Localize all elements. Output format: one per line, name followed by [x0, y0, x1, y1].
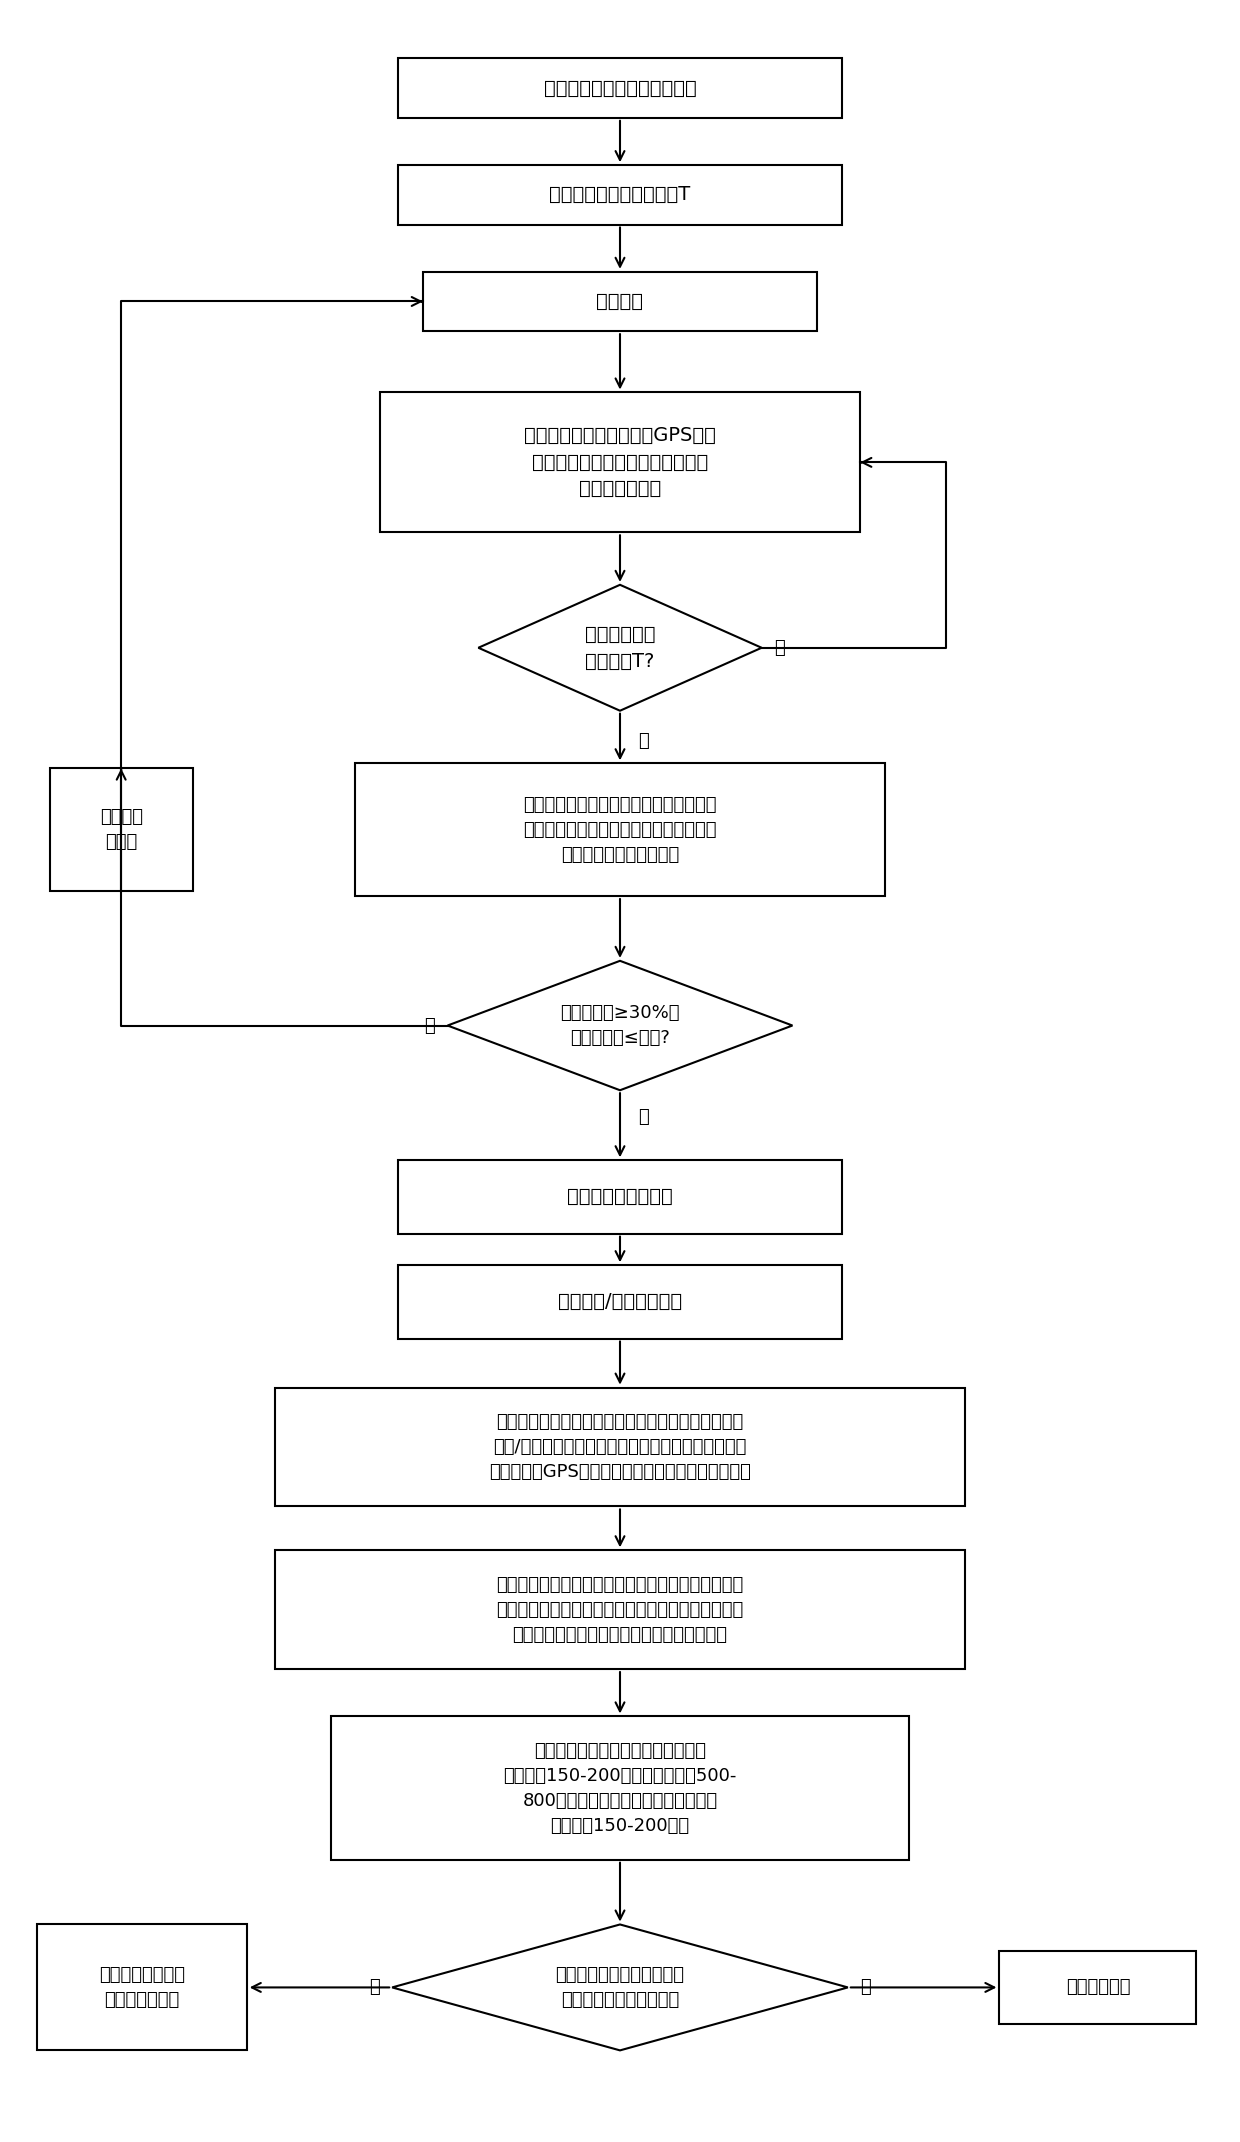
Text: 否: 否 [861, 1979, 870, 1996]
Bar [398, 165, 842, 225]
Text: 车辆是否在交通预警位置下
游，且与车流方向相同？: 车辆是否在交通预警位置下 游，且与车流方向相同？ [556, 1966, 684, 2009]
Bar [37, 1924, 247, 2050]
Text: 忽略预警信息: 忽略预警信息 [1065, 1979, 1130, 1996]
Text: 确定路侧单元、地磁安装位置: 确定路侧单元、地磁安装位置 [543, 79, 697, 99]
Bar [398, 1161, 842, 1234]
Polygon shape [392, 1924, 848, 2050]
Text: 否: 否 [424, 1017, 435, 1035]
Polygon shape [448, 962, 792, 1090]
Text: 设定交通信息采集的周期T: 设定交通信息采集的周期T [549, 186, 691, 203]
Bar [331, 1716, 909, 1859]
Bar [999, 1951, 1197, 2024]
Bar [355, 763, 885, 895]
Bar [398, 1266, 842, 1339]
Text: 计算消散/积聚临界车速: 计算消散/积聚临界车速 [558, 1292, 682, 1311]
Polygon shape [479, 585, 761, 711]
Text: 开始计时: 开始计时 [596, 291, 644, 311]
Bar [275, 1388, 965, 1506]
Text: 平均占有率≥30%，
且平均车速≤阈值?: 平均占有率≥30%， 且平均车速≤阈值? [560, 1005, 680, 1047]
Bar [398, 58, 842, 118]
Text: 将地磁采集的占有率进行平均，得到平均
占有率；将路侧单元和地磁采集的车速，
进行平均，得到平均车速: 将地磁采集的占有率进行平均，得到平均 占有率；将路侧单元和地磁采集的车速， 进行… [523, 795, 717, 863]
Text: 分析路侧单元采集到的车速数据，确定车速大于等于
消散/积聚临界车速，且离路侧单元最近的车辆；根据
这些车辆的GPS位置信息，确定其所在道路断面位置: 分析路侧单元采集到的车速数据，确定车速大于等于 消散/积聚临界车速，且离路侧单元… [489, 1414, 751, 1480]
Text: 开始新计
时周期: 开始新计 时周期 [99, 808, 143, 850]
Text: 车载单元上传车辆速度、GPS位置
信息至路侧单元；地磁采集车道占
有率、车速信息: 车载单元上传车辆速度、GPS位置 信息至路侧单元；地磁采集车道占 有率、车速信息 [525, 426, 715, 499]
Text: 判断有交通事件发生: 判断有交通事件发生 [567, 1187, 673, 1206]
Text: 累计时长是否
大于等于T?: 累计时长是否 大于等于T? [585, 625, 655, 670]
Text: 是: 是 [370, 1979, 379, 1996]
Bar [275, 1551, 965, 1669]
Bar [50, 769, 192, 891]
Bar [423, 272, 817, 332]
Text: 交通预警信息发布位置，设在积聚区
断面上游150-200米处；如其上游500-
800米范围内有进出口匝道，则设在匝
道上游的150-200米处: 交通预警信息发布位置，设在积聚区 断面上游150-200米处；如其上游500- … [503, 1741, 737, 1834]
Text: 是: 是 [639, 1107, 650, 1127]
Text: 是: 是 [639, 733, 650, 750]
Text: 将路侧单元下游的道路断面记为消散区断面；将路侧
单元上游的道路断面记为积聚区断面；消散区断面与
积聚区断面之间的范围，称为交通事件影响区: 将路侧单元下游的道路断面记为消散区断面；将路侧 单元上游的道路断面记为积聚区断面… [496, 1577, 744, 1643]
Bar [379, 392, 861, 533]
Text: 路侧单元给车辆发
布交通预警信息: 路侧单元给车辆发 布交通预警信息 [99, 1966, 185, 2009]
Text: 否: 否 [774, 638, 785, 658]
